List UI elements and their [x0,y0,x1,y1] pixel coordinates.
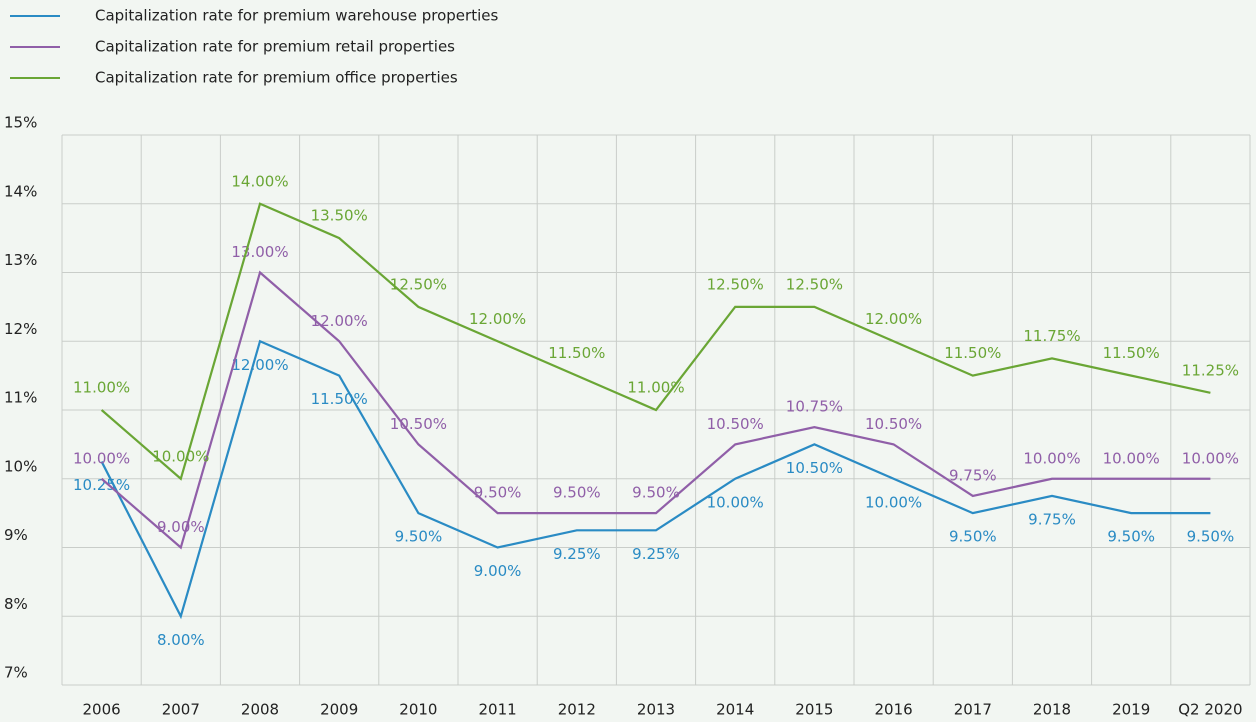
data-label: 10.00% [1103,449,1160,467]
x-tick-label: 2013 [637,701,675,719]
data-label: 9.75% [1028,510,1076,528]
data-label: 9.50% [553,484,601,502]
data-label: 12.00% [469,310,526,328]
y-tick-label: 13% [4,251,37,269]
x-tick-label: 2016 [875,701,913,719]
data-label: 12.00% [231,356,288,374]
data-label: 10.00% [707,493,764,511]
data-label: 12.50% [390,275,447,293]
data-label: 9.75% [949,466,997,484]
x-tick-label: 2012 [558,701,596,719]
data-label: 11.00% [73,379,130,397]
y-tick-label: 15% [4,114,37,132]
data-label: 10.50% [707,415,764,433]
x-tick-label: 2008 [241,701,279,719]
y-tick-label: 11% [4,389,37,407]
data-label: 13.50% [311,207,368,225]
y-tick-label: 14% [4,182,37,200]
series-line [100,202,1211,481]
x-tick-label: 2007 [162,701,200,719]
legend-label: Capitalization rate for premium retail p… [95,38,455,56]
data-label: 10.00% [865,493,922,511]
data-label: 10.00% [152,447,209,465]
data-label: 10.00% [1023,449,1080,467]
data-label: 9.50% [395,528,443,546]
x-tick-label: 2014 [716,701,754,719]
y-tick-label: 7% [4,664,28,682]
series-line [100,270,1211,550]
y-tick-label: 8% [4,595,28,613]
data-label: 9.25% [553,545,601,563]
legend-label: Capitalization rate for premium office p… [95,69,458,87]
x-tick-label: 2011 [479,701,517,719]
data-label: 9.25% [632,545,680,563]
x-tick-label: 2019 [1112,701,1150,719]
data-label: 11.25% [1182,361,1239,379]
data-label: 10.50% [786,459,843,477]
data-label: 11.50% [311,390,368,408]
data-label: 9.00% [157,518,205,536]
data-label: 9.00% [474,562,522,580]
legend-label: Capitalization rate for premium warehous… [95,7,498,25]
x-tick-label: 2009 [320,701,358,719]
data-label: 12.00% [311,312,368,330]
y-tick-label: 12% [4,320,37,338]
x-tick-label: 2010 [399,701,437,719]
data-label: 12.50% [707,275,764,293]
y-tick-label: 9% [4,526,28,544]
data-label: 9.50% [474,484,522,502]
data-label: 9.50% [1187,528,1235,546]
data-label: 13.00% [231,243,288,261]
data-label: 11.50% [548,344,605,362]
x-tick-label: 2017 [954,701,992,719]
y-tick-label: 10% [4,457,37,475]
data-label: 9.50% [1107,528,1155,546]
data-label: 11.50% [944,344,1001,362]
data-label: 10.00% [73,449,130,467]
x-tick-label: 2018 [1033,701,1071,719]
data-label: 11.75% [1023,327,1080,345]
x-tick-label: Q2 2020 [1178,701,1242,719]
data-label: 14.00% [231,172,288,190]
x-tick-label: 2015 [795,701,833,719]
x-tick-label: 2006 [83,701,121,719]
data-label: 10.50% [865,415,922,433]
data-label: 10.50% [390,415,447,433]
data-label: 12.00% [865,310,922,328]
data-label: 9.50% [949,528,997,546]
data-label: 10.75% [786,398,843,416]
data-label: 8.00% [157,631,205,649]
data-label: 9.50% [632,484,680,502]
data-label: 11.50% [1103,344,1160,362]
series-line [100,339,1211,620]
data-label: 10.25% [73,476,130,494]
data-label: 11.00% [627,379,684,397]
data-label: 12.50% [786,275,843,293]
data-label: 10.00% [1182,449,1239,467]
